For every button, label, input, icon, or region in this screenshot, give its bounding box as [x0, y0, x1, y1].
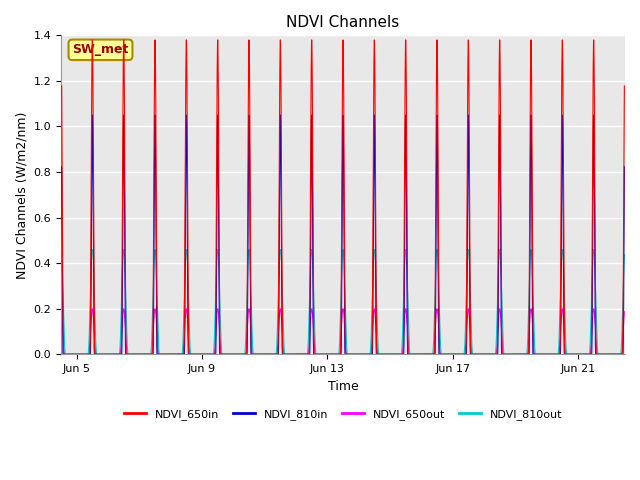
Title: NDVI Channels: NDVI Channels — [286, 15, 399, 30]
Text: SW_met: SW_met — [72, 43, 129, 56]
X-axis label: Time: Time — [328, 380, 358, 393]
Y-axis label: NDVI Channels (W/m2/nm): NDVI Channels (W/m2/nm) — [15, 111, 28, 278]
Legend: NDVI_650in, NDVI_810in, NDVI_650out, NDVI_810out: NDVI_650in, NDVI_810in, NDVI_650out, NDV… — [120, 405, 566, 424]
